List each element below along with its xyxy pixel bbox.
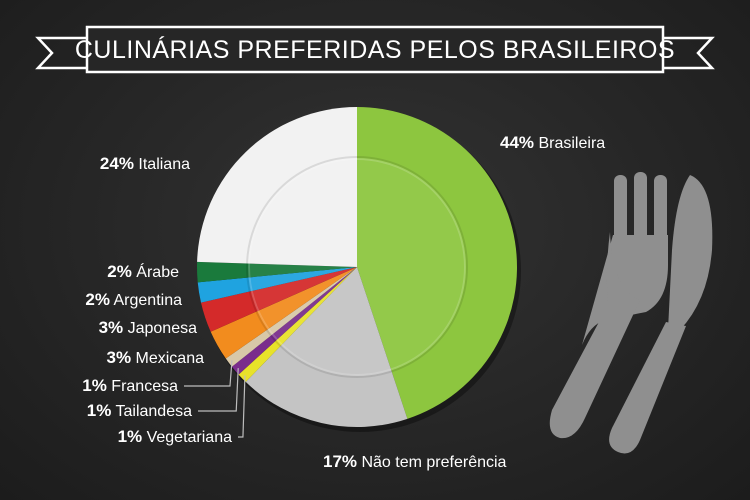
pie-slice-argentina	[197, 267, 357, 303]
pie-slice--rabe	[197, 261, 357, 283]
slice-label-n-o-tem-prefer-ncia: 17% Não tem preferência	[323, 452, 507, 471]
slice-labels: 44% Brasileira 17% Não tem preferência 1% …	[82, 133, 605, 471]
knife-icon	[609, 175, 713, 454]
pie-slice-vegetariana	[238, 267, 357, 382]
slice-label-japonesa: 3% Japonesa	[99, 318, 198, 337]
banner-ribbon-left	[35, 36, 97, 70]
leader-line-francesa	[184, 360, 233, 387]
pie-slice-n-o-tem-prefer-ncia	[245, 267, 408, 427]
banner-ribbon-right	[653, 36, 715, 70]
slice-label-mexicana: 3% Mexicana	[107, 348, 205, 367]
plate-center	[249, 159, 465, 375]
pie-slice-mexicana	[210, 267, 357, 359]
slice-label-argentina: 2% Argentina	[85, 290, 182, 309]
title-banner: CULINÁRIAS PREFERIDAS PELOS BRASILEIROS	[35, 25, 715, 74]
pie-slice-italiana	[197, 107, 357, 267]
slice-label-vegetariana: 1% Vegetariana	[118, 427, 233, 446]
leader-lines	[184, 360, 246, 438]
pie-chart	[197, 107, 521, 432]
pie-slice-brasileira	[357, 107, 518, 419]
chart-title: CULINÁRIAS PREFERIDAS PELOS BRASILEIROS	[75, 35, 675, 64]
pie-slice-japonesa	[201, 267, 357, 332]
pie-slice-tailandesa	[231, 267, 357, 375]
slice-label-brasileira: 44% Brasileira	[500, 133, 605, 152]
slice-label-francesa: 1% Francesa	[82, 376, 178, 395]
slice-label-italiana: 24% Italiana	[100, 154, 190, 173]
slice-label-tailandesa: 1% Tailandesa	[87, 401, 192, 420]
leader-line-vegetariana	[238, 375, 246, 438]
fork-icon	[549, 172, 668, 439]
pie-slice-francesa	[225, 267, 357, 367]
leader-line-tailandesa	[198, 368, 239, 412]
slice-label--rabe: 2% Árabe	[107, 262, 179, 281]
banner-box	[85, 25, 665, 74]
plate-rim	[246, 156, 468, 378]
